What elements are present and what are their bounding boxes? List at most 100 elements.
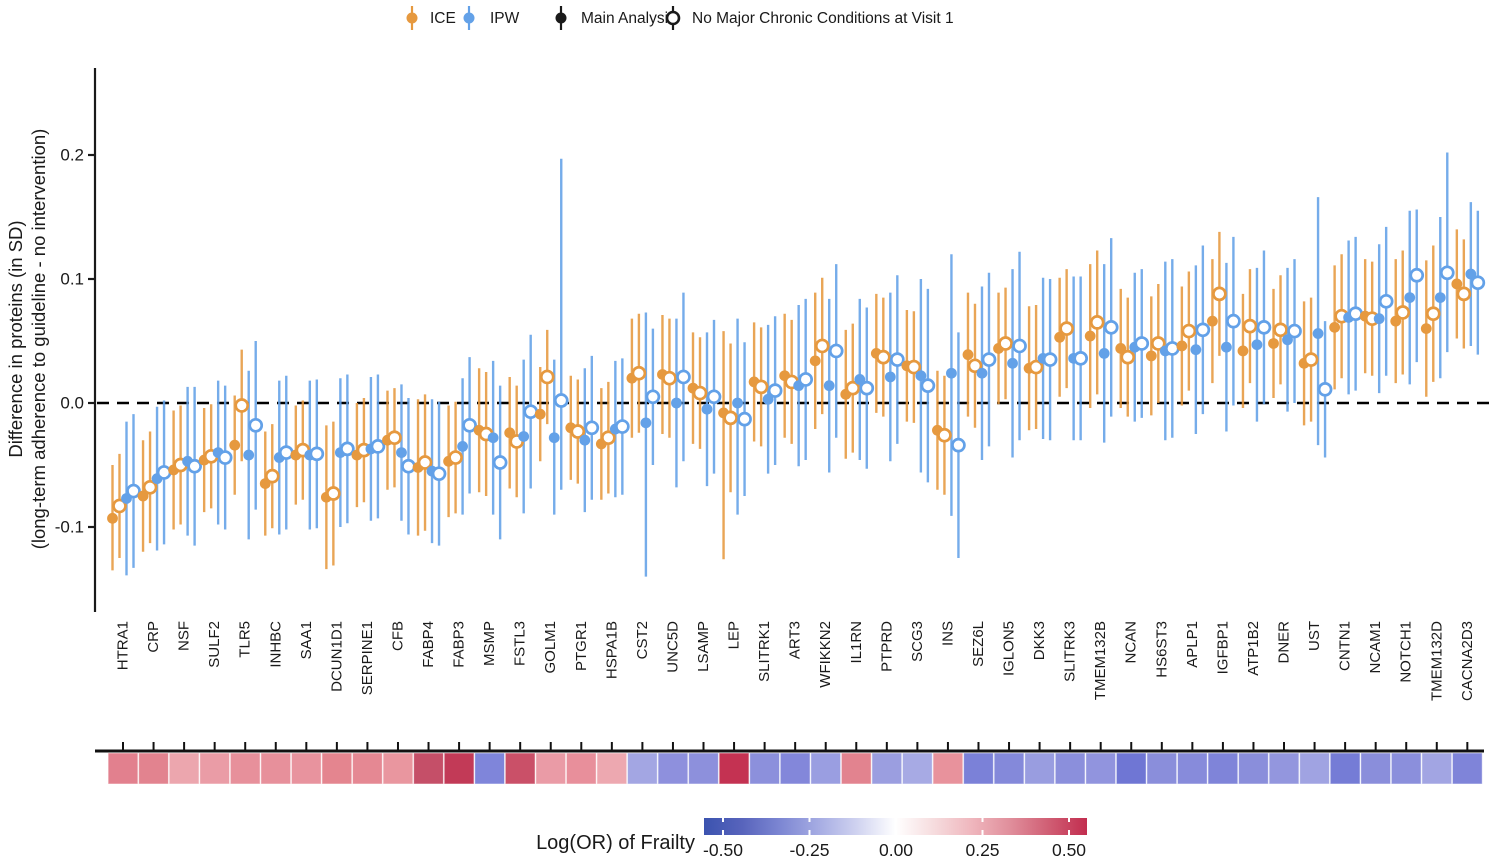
data-point-filled <box>396 447 407 458</box>
y-tick-label: -0.1 <box>55 518 84 537</box>
legend-label-main-analysis: Main Analysis <box>581 10 676 27</box>
data-point-open <box>889 352 905 367</box>
heatmap-cell <box>352 752 383 785</box>
heatmap-cell <box>260 752 292 785</box>
data-point-open <box>1425 306 1441 322</box>
data-point-open <box>753 379 769 395</box>
data-point-open <box>875 349 891 365</box>
heatmap-cell <box>810 752 842 785</box>
data-point-open <box>401 458 416 474</box>
data-point-open <box>676 369 691 385</box>
data-point-filled <box>1312 328 1324 339</box>
heatmap-cell <box>627 752 658 785</box>
data-point-filled <box>915 370 927 382</box>
data-point-open <box>234 398 250 413</box>
protein-tick-label: PTPRD <box>878 621 895 672</box>
protein-tick-label: NSF <box>176 621 193 651</box>
data-point-filled <box>1190 344 1202 356</box>
data-point-filled <box>1329 321 1341 333</box>
legend-item-ice: ICE <box>406 6 456 30</box>
protein-tick-label: CRP <box>145 621 162 653</box>
data-point-filled <box>579 434 591 446</box>
protein-tick-label: CFB <box>389 621 406 651</box>
data-point-open <box>126 483 141 499</box>
data-point-filled <box>1390 315 1402 327</box>
data-point-filled <box>534 408 546 420</box>
protein-tick-label: FABP4 <box>420 621 437 668</box>
data-point-filled <box>1373 313 1385 325</box>
protein-tick-label: FABP3 <box>451 621 468 668</box>
data-point-filled <box>504 427 516 439</box>
heatmap-cell <box>871 752 903 785</box>
protein-tick-label: PTGR1 <box>573 621 590 671</box>
data-point-open <box>187 458 202 474</box>
data-point-open <box>767 383 783 398</box>
protein-tick-label: SEZ6L <box>970 621 987 667</box>
heatmap-cell <box>1299 752 1330 785</box>
legend-label-ice: ICE <box>430 10 456 27</box>
data-point-open <box>920 378 936 393</box>
heatmap-cell <box>107 752 139 785</box>
data-point-open <box>370 439 386 454</box>
chart-area: 0.2 0.1 0.0 -0.1 HTRA1 CRP NSF SULF2 TLR5 INHBC SA… <box>55 68 1489 860</box>
data-point-open <box>614 419 630 434</box>
data-point-filled <box>487 432 499 444</box>
data-point-open <box>570 424 586 439</box>
data-point-open <box>1028 359 1044 375</box>
protein-tick-label: CACNA2D3 <box>1459 621 1476 701</box>
main-analysis-filled-dot-icon <box>555 12 567 24</box>
heatmap-cell <box>1238 752 1269 785</box>
data-point-open <box>631 365 647 381</box>
data-point-open <box>692 385 708 401</box>
heatmap-cell <box>199 752 231 785</box>
data-point-open <box>1181 323 1197 339</box>
data-point-open <box>981 352 997 367</box>
data-point-filled <box>137 490 149 502</box>
heatmap-cell <box>229 752 261 785</box>
data-point-open <box>1287 323 1302 339</box>
data-point-open <box>523 404 539 420</box>
heatmap-cell <box>840 752 872 785</box>
data-point-filled <box>1084 330 1096 342</box>
ice-dot-icon <box>406 12 418 24</box>
heatmap-cell <box>535 752 567 785</box>
protein-tick-label: CNTN1 <box>1337 621 1354 671</box>
data-point-filled <box>809 355 821 367</box>
data-point-filled <box>884 371 896 383</box>
data-point-open <box>248 417 264 433</box>
data-point-open <box>142 479 158 495</box>
protein-tick-label: DNER <box>1276 621 1293 664</box>
data-point-filled <box>962 349 974 361</box>
data-point-open <box>706 389 722 405</box>
protein-tick-label: SULF2 <box>206 621 223 668</box>
heatmap-cell <box>290 752 322 785</box>
data-point-open <box>1226 313 1241 329</box>
data-point-open <box>340 441 355 457</box>
data-point-filled <box>1451 278 1463 290</box>
ipw-dot-icon <box>463 12 475 24</box>
protein-tick-label: IGLON5 <box>1001 621 1018 676</box>
data-point-open <box>1256 320 1272 335</box>
data-point-filled <box>976 367 988 379</box>
data-point-filled <box>1207 315 1218 327</box>
heatmap-cell <box>718 752 750 785</box>
heatmap-cell <box>138 752 169 785</box>
data-point-open <box>1150 336 1166 351</box>
protein-tick-label: SLITRK1 <box>756 621 773 682</box>
data-point-open <box>600 430 616 446</box>
colorbar-tick-label: 0.00 <box>879 840 913 860</box>
heatmap-cell <box>963 752 994 785</box>
heatmap-cell <box>1390 752 1422 785</box>
data-point-open <box>1212 286 1227 302</box>
data-point-open <box>278 445 294 460</box>
protein-tick-label: UST <box>1306 621 1323 651</box>
data-point-filled <box>1007 357 1018 369</box>
protein-tick-label: LEP <box>726 621 743 649</box>
protein-tick-label: FSTL3 <box>512 621 529 666</box>
data-point-filled <box>1465 268 1477 280</box>
heatmap-cell <box>596 752 628 785</box>
data-point-filled <box>548 432 560 444</box>
data-point-filled <box>1145 350 1157 362</box>
data-point-filled <box>229 439 241 451</box>
data-point-filled <box>518 431 530 442</box>
